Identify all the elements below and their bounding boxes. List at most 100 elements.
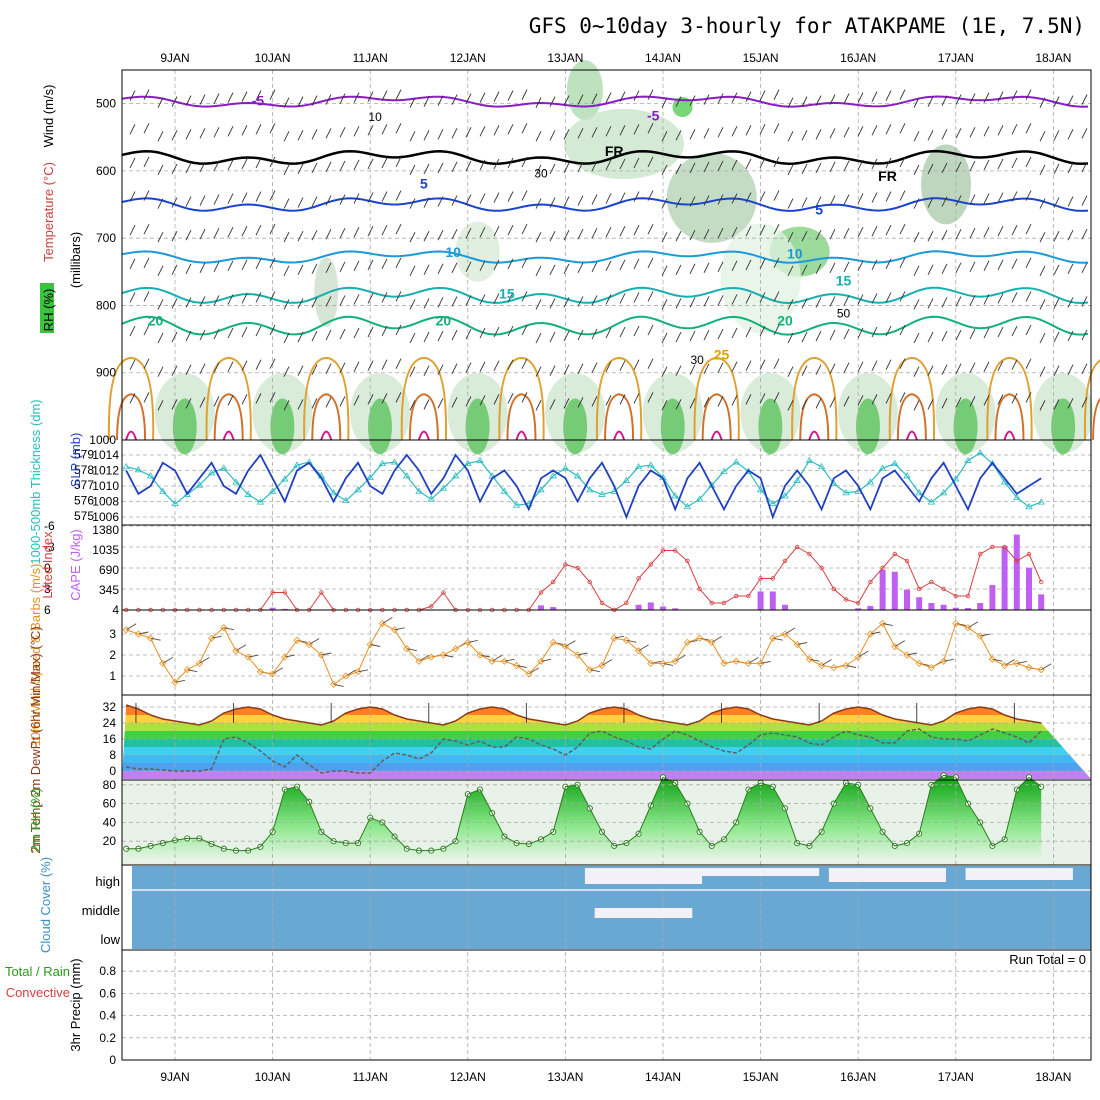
wind-barb [675, 230, 682, 242]
isotherm-25 [595, 356, 643, 441]
wind-barb [591, 160, 598, 172]
wind-speed-point [830, 664, 838, 672]
cape-bar [855, 608, 862, 610]
wind-barb [479, 294, 486, 305]
wind-barb [339, 295, 346, 306]
wind-barb [997, 192, 1004, 203]
rh-shade [566, 60, 603, 121]
wind-barb [969, 295, 976, 306]
thickness-point [561, 464, 570, 471]
wind-barb [1039, 131, 1046, 142]
marks-layer [107, 89, 1100, 918]
wind-barb [759, 224, 766, 236]
surface-wind-barb [382, 617, 393, 624]
wind-barb [255, 292, 262, 303]
wind-barb [549, 163, 556, 175]
cape-bar [928, 603, 935, 610]
wind-barb [1053, 230, 1060, 242]
cape-bar [672, 608, 679, 610]
wind-barb [325, 363, 332, 374]
wind-barb [801, 130, 808, 141]
date-label-bottom: 9JAN [160, 1070, 189, 1084]
wind-barb [353, 395, 360, 406]
wind-barb [451, 195, 458, 206]
wind-barb [451, 397, 458, 408]
wind-barb [647, 392, 654, 403]
date-label-bottom: 17JAN [938, 1070, 974, 1084]
wind-barb [157, 265, 164, 277]
lifted-index-point [685, 558, 690, 564]
wind-barb [255, 124, 262, 135]
wind-barb [843, 127, 850, 138]
cape-bar [989, 585, 996, 610]
surface-wind-barb [235, 644, 247, 652]
wind-speed-point [732, 657, 740, 665]
wind-barb [969, 261, 976, 273]
wind-speed-point [988, 655, 996, 663]
isotherm-25 [303, 356, 350, 441]
text-layer: 9JAN9JAN10JAN10JAN11JAN11JAN12JAN12JAN13… [5, 51, 1086, 1084]
thickness-point [915, 489, 923, 496]
wind-barb [577, 195, 584, 206]
wind-barb [703, 363, 710, 374]
wind-barb [213, 93, 220, 104]
wind-barb [745, 293, 752, 304]
wind-barb [367, 192, 374, 203]
wind-barb [283, 366, 290, 377]
precip-tick-label: 0.2 [99, 1031, 116, 1045]
wind-barb [507, 258, 514, 270]
wind-barb [815, 229, 822, 241]
cape-bar [904, 589, 910, 610]
panel-frame [121, 524, 1092, 611]
wind-barb [521, 223, 528, 235]
wind-barb [157, 164, 164, 176]
wind-barb [843, 261, 850, 273]
surface-wind-barb [626, 639, 637, 643]
date-label-top: 14JAN [645, 51, 681, 65]
wind-barb [899, 392, 906, 403]
wind-barb [675, 96, 682, 107]
wind-barb [493, 326, 500, 338]
wind-barb [241, 326, 248, 338]
wind-barb [381, 90, 388, 101]
wind-barb [1067, 162, 1074, 174]
wind-barb [297, 331, 304, 343]
wind-barb [409, 231, 416, 243]
wind-barb [787, 198, 794, 209]
thickness-point [866, 478, 875, 485]
rh-shade [921, 144, 972, 225]
wind-speed-point [476, 651, 484, 659]
wind-speed-point [281, 653, 289, 661]
wind-barb [563, 330, 570, 342]
wind-barb [325, 195, 332, 206]
wind-barb [969, 328, 976, 340]
isotherm-30 [604, 393, 635, 441]
wind-barb [297, 130, 304, 141]
rh-contour-label: 50 [837, 307, 851, 321]
surface-wind-barb [125, 623, 137, 631]
wind-barb [367, 158, 374, 170]
wind-barb [507, 359, 514, 370]
wind-barb [1053, 163, 1060, 175]
thickness-point [281, 475, 289, 482]
wind-barb [563, 297, 570, 308]
thickness-point [976, 449, 984, 456]
wind-barb [339, 362, 346, 373]
wind-barb [927, 365, 934, 376]
isotherm-5 [121, 197, 1089, 212]
wind-barb [577, 94, 584, 105]
wind-barb [535, 97, 542, 108]
wind-barb [731, 294, 738, 305]
temp-band [122, 763, 1091, 771]
wind-barb [605, 226, 612, 238]
wind-barb [689, 196, 696, 207]
wind-barb [535, 366, 542, 377]
wind-barb [675, 298, 682, 309]
surface-wind-barb [394, 627, 405, 631]
wind-barb [129, 124, 136, 135]
wind-barb [395, 223, 402, 235]
temp-band [122, 723, 1091, 731]
wind-barb [759, 90, 766, 101]
cape-tick-label: 345 [99, 583, 119, 597]
wind-barb [227, 193, 234, 204]
